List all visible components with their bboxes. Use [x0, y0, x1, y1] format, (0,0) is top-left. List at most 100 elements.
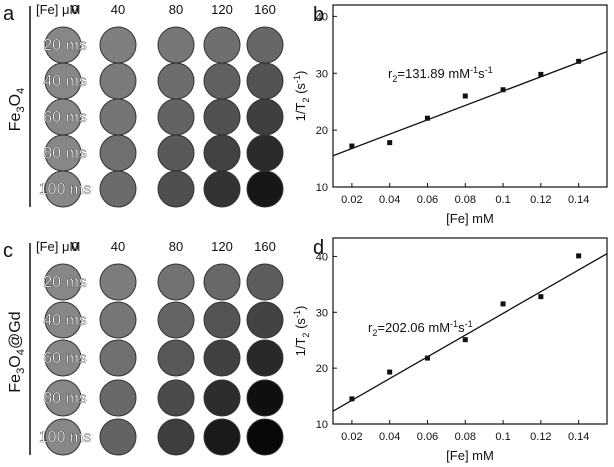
- side-label-part: Fe: [7, 374, 24, 393]
- y-tick-label: 20: [316, 125, 328, 137]
- phantom: [99, 301, 137, 339]
- echo-time: 80 ms: [43, 390, 87, 407]
- concentration: 160: [254, 239, 276, 254]
- data-point: [424, 115, 430, 121]
- fit-annotation: r2=202.06 mM-1s-1: [368, 319, 473, 338]
- phantom: [203, 170, 241, 208]
- concentration: 80: [169, 2, 183, 17]
- side-label-part: 3: [15, 368, 27, 374]
- x-axis-label: [Fe] mM: [446, 211, 494, 226]
- concentration: 160: [254, 2, 276, 17]
- data-point: [500, 87, 506, 93]
- phantom: [157, 98, 195, 136]
- y-axis-label-part: (s: [293, 318, 308, 333]
- concentration: 40: [111, 239, 125, 254]
- phantom: [246, 170, 284, 208]
- phantom: [99, 170, 137, 208]
- fit-annotation-part: -1: [485, 65, 493, 75]
- x-tick-label: 0.08: [455, 431, 476, 443]
- x-axis-label: [Fe] mM: [446, 448, 494, 463]
- x-tick-label: 0.1: [495, 194, 510, 206]
- echo-time: 20 ms: [43, 37, 87, 54]
- phantom: [246, 98, 284, 136]
- echo-time: 20 ms: [43, 274, 87, 291]
- phantom: [203, 134, 241, 172]
- data-point: [500, 301, 506, 307]
- data-point: [349, 396, 355, 402]
- echo-time: 80 ms: [43, 145, 87, 162]
- x-tick-label: 0.12: [530, 194, 551, 206]
- concentration: 0: [71, 239, 78, 254]
- fit-annotation-part: 2: [372, 328, 377, 338]
- side-label-part: 4: [15, 88, 27, 94]
- fit-annotation-part: r: [388, 66, 393, 81]
- panel-letter: d: [313, 237, 324, 259]
- phantom: [203, 62, 241, 100]
- data-point: [424, 355, 430, 361]
- y-tick-label: 30: [316, 68, 328, 80]
- fit-annotation-part: r: [368, 320, 373, 335]
- phantom: [246, 26, 284, 64]
- phantom: [99, 134, 137, 172]
- phantom: [157, 339, 195, 377]
- phantom: [203, 263, 241, 301]
- concentration: 0: [71, 2, 78, 17]
- y-tick-label: 40: [316, 251, 328, 263]
- phantom: [157, 170, 195, 208]
- fit-annotation-part: s: [478, 66, 485, 81]
- y-axis-label-part: -1: [292, 310, 302, 318]
- panel-letter: b: [313, 4, 324, 26]
- x-tick-label: 0.12: [530, 431, 551, 443]
- y-axis-label-part: -1: [292, 75, 302, 83]
- data-point: [462, 337, 468, 343]
- data-point: [538, 294, 544, 300]
- fit-line: [332, 253, 608, 412]
- plot-frame: [332, 4, 608, 188]
- echo-time: 40 ms: [43, 73, 87, 90]
- side-label-part: 3: [15, 106, 27, 112]
- y-tick-label: 10: [316, 419, 328, 431]
- phantom: [246, 301, 284, 339]
- phantom: [246, 62, 284, 100]
- x-tick-label: 0.14: [568, 431, 589, 443]
- phantom: [44, 339, 82, 377]
- echo-time: 60 ms: [43, 350, 87, 367]
- concentration: 40: [111, 2, 125, 17]
- fit-annotation-part: 2: [392, 74, 397, 84]
- x-tick-label: 0.08: [455, 194, 476, 206]
- phantom: [99, 418, 137, 456]
- echo-time: 40 ms: [43, 312, 87, 329]
- fit-annotation-part: s: [458, 320, 465, 335]
- phantom: [246, 379, 284, 417]
- side-label-part: Fe: [7, 113, 24, 132]
- data-point: [462, 93, 468, 99]
- phantom: [44, 263, 82, 301]
- x-tick-label: 0.02: [341, 194, 362, 206]
- side-label-part: O: [7, 94, 24, 106]
- data-point: [387, 140, 393, 146]
- data-point: [576, 58, 582, 64]
- phantom: [44, 301, 82, 339]
- data-point: [576, 253, 582, 259]
- phantom: [157, 263, 195, 301]
- panel-letter: a: [3, 3, 15, 25]
- y-axis-label-part: ): [293, 306, 308, 310]
- phantom: [44, 170, 82, 208]
- x-tick-label: 0.02: [341, 431, 362, 443]
- phantom: [246, 263, 284, 301]
- side-label: Fe3O4@Gd: [7, 311, 27, 392]
- x-tick-label: 0.04: [379, 194, 400, 206]
- x-tick-label: 0.06: [417, 431, 438, 443]
- side-label: Fe3O4: [7, 88, 27, 132]
- y-tick-label: 40: [316, 11, 328, 23]
- phantom: [203, 339, 241, 377]
- fit-annotation-part: =131.89 mM: [397, 66, 470, 81]
- phantom: [44, 418, 82, 456]
- fit-line: [332, 51, 608, 157]
- phantom: [203, 418, 241, 456]
- phantom: [99, 339, 137, 377]
- header: [Fe] μM: [36, 239, 80, 254]
- echo-time: 60 ms: [43, 109, 87, 126]
- side-label-part: @Gd: [7, 311, 24, 349]
